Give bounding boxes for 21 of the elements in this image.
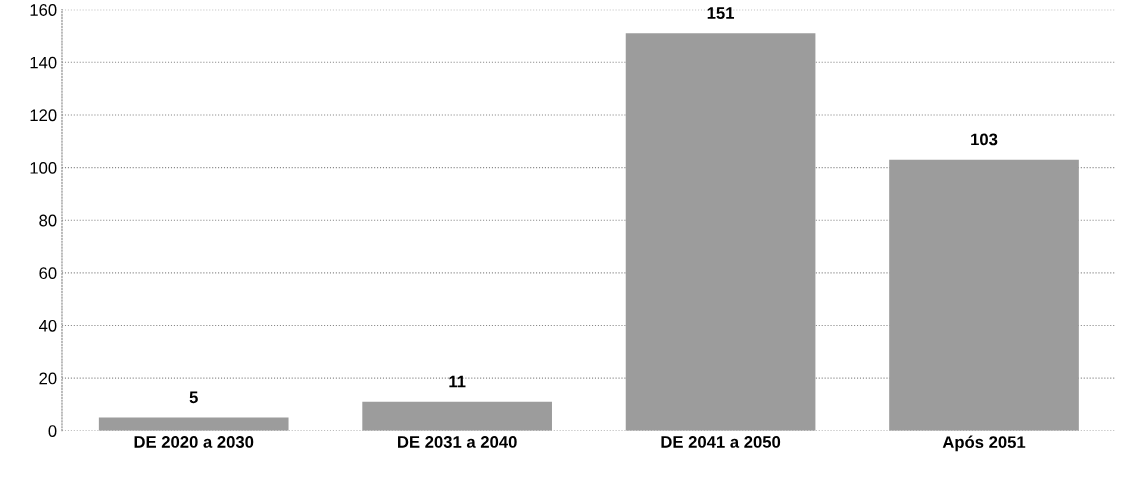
bar <box>362 401 552 431</box>
y-tick-label: 100 <box>30 161 57 174</box>
bar <box>98 417 289 431</box>
data-label: 151 <box>707 7 735 19</box>
x-tick-label: DE 2041 a 2050 <box>661 436 781 448</box>
y-tick-label: 60 <box>39 267 57 280</box>
y-tick-label: 40 <box>38 319 57 332</box>
data-label: 103 <box>971 133 998 146</box>
x-tick-label: Após 2051 <box>942 435 1026 452</box>
y-tick-label: 160 <box>30 4 57 16</box>
x-tick-label: DE 2031 a 2040 <box>398 436 517 448</box>
y-tick-label: 20 <box>39 372 57 385</box>
y-tick-label: 80 <box>39 214 57 227</box>
y-tick-label: 120 <box>30 109 57 122</box>
data-label: 11 <box>449 375 466 388</box>
data-label: 5 <box>189 391 198 404</box>
bar <box>625 33 816 431</box>
bar <box>889 159 1079 431</box>
x-tick-label: DE 2020 a 2030 <box>134 436 254 448</box>
y-tick-label: 0 <box>48 425 57 437</box>
y-tick-label: 140 <box>30 56 57 69</box>
